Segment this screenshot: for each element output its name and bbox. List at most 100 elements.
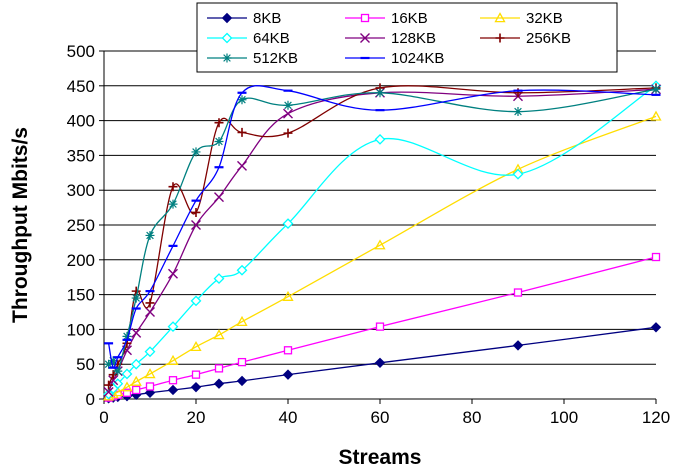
point-16kb-x7: [132, 385, 141, 395]
series-128kb: [103, 84, 661, 398]
series-line-64kb: [108, 85, 657, 395]
point-512kb-x15: [168, 199, 178, 209]
point-32kb-x15: [167, 354, 179, 365]
series-512kb: [104, 84, 661, 376]
point-512kb-x90: [513, 107, 523, 117]
point-512kb-x20: [191, 147, 201, 157]
point-512kb-x40: [283, 100, 293, 110]
legend-item-64kb: 64KB: [207, 30, 290, 47]
point-16kb-x40: [283, 346, 293, 355]
legend-label-128kb: 128KB: [391, 30, 436, 47]
legend-label-256kb: 256KB: [526, 30, 571, 47]
x-tick-label-120: 120: [642, 408, 670, 427]
point-32kb-x10: [144, 368, 156, 379]
point-32kb-x30: [236, 315, 248, 326]
y-axis-ticks: 0 50 100 150 200 250 300 350 400 450 500: [67, 42, 104, 409]
y-tick-label-0: 0: [86, 390, 95, 409]
point-128kb-x2: [108, 375, 119, 386]
point-16kb-x20: [191, 370, 201, 379]
point-256kb-x2: [108, 370, 118, 380]
point-512kb-x25: [214, 136, 224, 146]
point-128kb-x20: [191, 220, 201, 230]
point-512kb-x5: [122, 331, 132, 341]
legend-label-64kb: 64KB: [253, 30, 290, 47]
legend-item-128kb: 128KB: [345, 30, 436, 47]
y-tick-label-500: 500: [67, 42, 95, 61]
legend-item-1024kb: 1024KB: [345, 50, 444, 67]
y-tick-label-150: 150: [67, 286, 95, 305]
point-128kb-x15: [168, 268, 178, 279]
x-tick-label-20: 20: [187, 408, 206, 427]
point-64kb-x1: [103, 388, 115, 400]
point-128kb-x10: [145, 307, 155, 317]
point-64kb-x60: [374, 133, 386, 145]
gridlines: [104, 50, 656, 365]
point-128kb-x1: [103, 387, 114, 398]
y-tick-label-350: 350: [67, 146, 95, 165]
legend-marker-32kb: [494, 12, 506, 23]
point-512kb-x1: [104, 359, 114, 369]
point-8kb-x25: [213, 378, 225, 389]
point-64kb-x30: [236, 264, 248, 276]
point-512kb-x7: [131, 293, 141, 303]
point-512kb-x3: [113, 366, 123, 376]
point-8kb-x120: [650, 322, 662, 333]
x-tick-label-100: 100: [550, 408, 578, 427]
point-128kb-x30: [237, 160, 247, 171]
point-16kb-x15: [168, 376, 178, 385]
point-256kb-x15: [168, 182, 178, 192]
point-512kb-x10: [145, 230, 155, 240]
y-tick-label-400: 400: [67, 112, 95, 131]
point-64kb-x7: [130, 358, 142, 370]
series-1024kb: [104, 85, 661, 369]
point-256kb-x30: [237, 127, 247, 137]
point-32kb-x20: [190, 340, 202, 352]
point-8kb-x15: [167, 384, 179, 396]
point-8kb-x90: [512, 340, 524, 351]
point-256kb-x10: [145, 298, 155, 308]
series-line-128kb: [107, 88, 657, 393]
legend-marker-8kb: [221, 12, 233, 24]
x-axis-title: Streams: [339, 446, 422, 469]
point-64kb-x90: [512, 168, 524, 180]
y-tick-label-50: 50: [76, 355, 95, 374]
point-128kb-x40: [283, 108, 293, 119]
series-256kb: [104, 83, 661, 390]
legend-marker-512kb: [222, 53, 232, 63]
point-512kb-x60: [375, 88, 385, 98]
point-64kb-x10: [144, 346, 156, 358]
y-tick-label-250: 250: [67, 216, 95, 235]
legend-marker-16kb: [360, 13, 370, 23]
legend-box: [196, 2, 618, 73]
point-16kb-x60: [375, 322, 385, 331]
legend-marker-64kb: [221, 32, 233, 44]
point-512kb-x2: [108, 356, 118, 366]
legend: 8KB 16KB 32KB 64KB 128KB 256KB 512KB 1024KB: [196, 2, 618, 73]
point-128kb-x25: [214, 192, 224, 203]
series-16kb: [104, 252, 661, 402]
point-32kb-x120: [650, 110, 662, 121]
point-32kb-x5: [121, 381, 133, 392]
legend-item-512kb: 512KB: [207, 50, 298, 67]
legend-item-256kb: 256KB: [480, 30, 571, 47]
y-tick-label-300: 300: [67, 181, 95, 200]
point-32kb-x7: [130, 375, 142, 386]
point-512kb-x120: [651, 84, 661, 94]
point-32kb-x40: [282, 290, 294, 301]
point-16kb-x25: [214, 364, 224, 373]
y-tick-label-100: 100: [67, 320, 95, 339]
point-8kb-x20: [190, 381, 202, 393]
point-16kb-x90: [513, 288, 523, 297]
legend-label-32kb: 32KB: [526, 10, 563, 27]
series-64kb: [103, 80, 662, 400]
point-128kb-x7: [131, 327, 142, 338]
point-512kb-x30: [237, 95, 247, 105]
x-axis-ticks: 0 20 40 60 80 100 120: [99, 399, 670, 427]
x-tick-label-0: 0: [99, 408, 108, 427]
series-8kb: [103, 322, 662, 404]
x-tick-label-40: 40: [279, 408, 298, 427]
point-8kb-x40: [282, 369, 294, 380]
x-tick-label-60: 60: [371, 408, 390, 427]
series-group: [102, 80, 662, 404]
